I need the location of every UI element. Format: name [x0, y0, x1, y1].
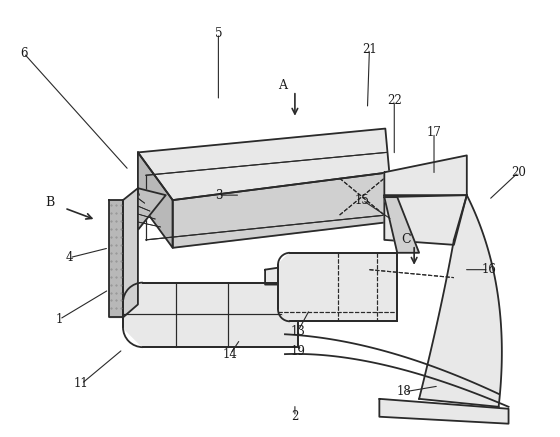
Polygon shape — [419, 195, 502, 407]
Polygon shape — [172, 172, 389, 248]
Text: 5: 5 — [214, 27, 222, 40]
Polygon shape — [138, 128, 389, 200]
Polygon shape — [138, 188, 166, 230]
Text: 2: 2 — [291, 410, 298, 423]
Text: A: A — [278, 80, 287, 92]
Text: B: B — [45, 196, 54, 208]
Polygon shape — [384, 156, 467, 197]
Polygon shape — [265, 265, 298, 284]
Text: 19: 19 — [291, 345, 305, 357]
Polygon shape — [123, 188, 138, 317]
Text: 11: 11 — [74, 378, 88, 390]
Polygon shape — [123, 283, 298, 347]
Polygon shape — [278, 253, 397, 321]
Text: 22: 22 — [387, 94, 402, 107]
Text: 4: 4 — [66, 251, 73, 264]
Text: 3: 3 — [214, 189, 222, 201]
Text: 18: 18 — [397, 385, 412, 399]
Polygon shape — [138, 153, 172, 248]
Text: 14: 14 — [223, 347, 238, 361]
Text: 15: 15 — [355, 194, 370, 207]
Text: 21: 21 — [362, 42, 377, 55]
Text: 16: 16 — [481, 263, 496, 276]
Text: 6: 6 — [20, 47, 27, 59]
Polygon shape — [384, 197, 419, 253]
Text: 1: 1 — [56, 313, 63, 326]
Text: 17: 17 — [427, 126, 441, 139]
Text: 20: 20 — [511, 166, 526, 179]
Text: C: C — [402, 233, 411, 246]
Text: 13: 13 — [291, 325, 305, 338]
Polygon shape — [379, 399, 508, 424]
Polygon shape — [109, 200, 123, 317]
Polygon shape — [384, 195, 467, 245]
